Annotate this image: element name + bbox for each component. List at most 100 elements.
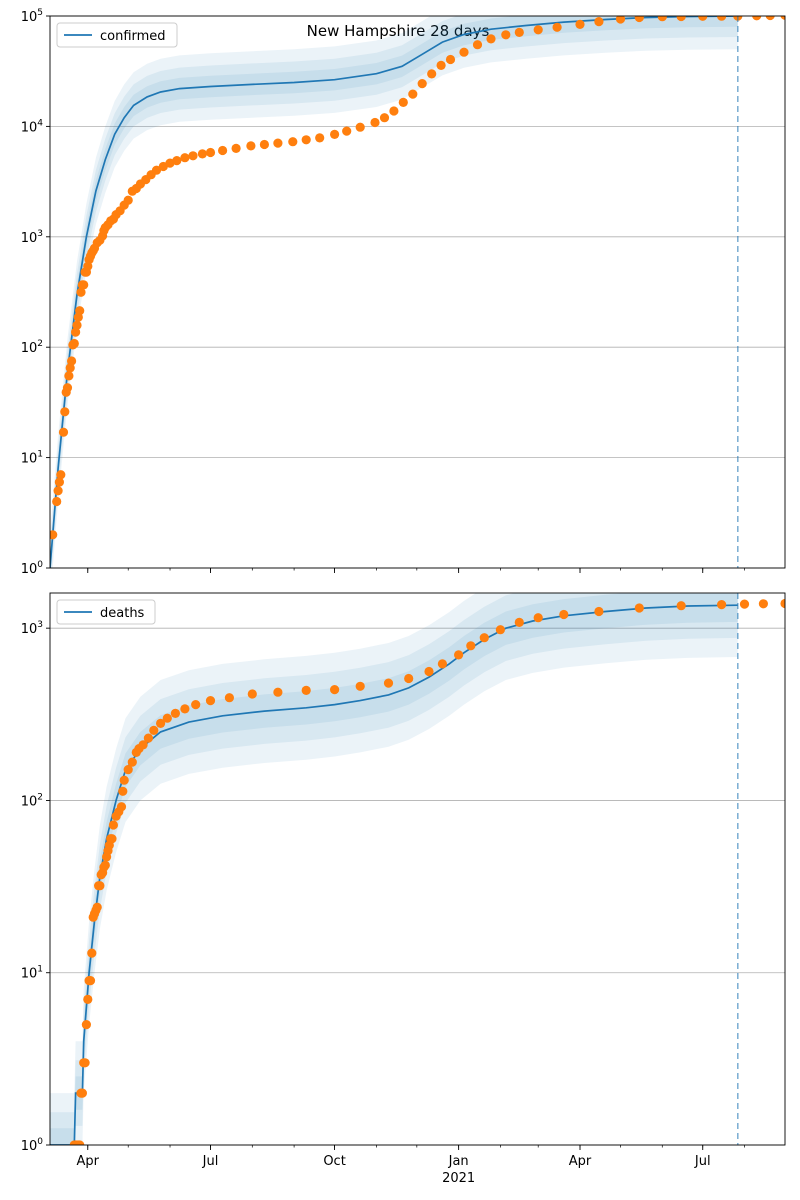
confirmed-model-line <box>50 16 738 568</box>
confirmed-observed-point <box>717 16 727 21</box>
deaths-legend: deaths <box>56 599 156 625</box>
confirmed-observed-point <box>76 287 86 297</box>
deaths-observed-point <box>533 613 543 623</box>
deaths-observed-point <box>156 718 166 729</box>
deaths-observed-point <box>83 994 93 1005</box>
confirmed-ytick-label: 100 <box>21 560 44 577</box>
deaths-xtick-label: Apr <box>569 1154 592 1169</box>
deaths-observed-point <box>454 650 464 660</box>
deaths-observed-point <box>330 685 340 695</box>
deaths-axes-frame <box>49 592 786 1146</box>
deaths-observed-point <box>247 689 257 699</box>
confirmed-observed-point <box>594 17 604 27</box>
deaths-observed-point <box>80 1058 90 1068</box>
confirmed-observed-point <box>780 16 785 20</box>
confirmed-ytick-label: 104 <box>21 118 44 135</box>
confirmed-observed-point <box>501 30 511 40</box>
deaths-ytick-label: 101 <box>21 965 43 982</box>
confirmed-observed-point <box>64 371 74 381</box>
confirmed-observed-point <box>330 129 340 139</box>
confirmed-ytick-label: 102 <box>21 339 43 356</box>
confirmed-observed-point <box>472 40 483 50</box>
deaths-legend-label: deaths <box>100 606 145 621</box>
deaths-band-2 <box>50 593 738 1145</box>
deaths-observed-point <box>514 617 524 628</box>
confirmed-observed-point <box>657 16 667 22</box>
confirmed-axes-frame <box>49 15 786 569</box>
deaths-observed-point <box>116 802 127 812</box>
deaths-observed-point <box>780 598 785 609</box>
confirmed-observed-point <box>765 16 775 21</box>
confirmed-observed-point <box>486 34 496 44</box>
deaths-observed-point <box>100 860 110 870</box>
deaths-observed-point <box>143 733 153 743</box>
confirmed-observed-point <box>56 470 66 480</box>
confirmed-observed-point <box>273 138 283 148</box>
deaths-observed-point <box>107 834 117 844</box>
confirmed-ytick-label: 105 <box>21 8 43 25</box>
deaths-ytick-label: 102 <box>21 792 43 809</box>
confirmed-ytick-label: 101 <box>21 450 43 467</box>
deaths-observed-point <box>170 708 180 719</box>
deaths-band-1 <box>50 593 738 1145</box>
deaths-observed-point <box>676 601 686 611</box>
deaths-observed-point <box>479 633 489 643</box>
deaths-xtick-label: Jul <box>694 1154 711 1169</box>
confirmed-observed-point <box>205 147 216 158</box>
deaths-observed-point <box>224 693 234 703</box>
confirmed-observed-point <box>75 306 85 316</box>
confirmed-observed-point <box>427 69 437 79</box>
confirmed-observed-point <box>65 363 75 373</box>
deaths-chart-panel: 100 101 102 103 Apr Jul Oct Jan Apr Jul 2021 deaths <box>21 592 786 1186</box>
confirmed-observed-point <box>246 141 256 151</box>
confirmed-observed-point <box>533 25 543 35</box>
confirmed-observed-point <box>50 530 58 540</box>
deaths-observed-point <box>108 820 118 830</box>
confirmed-observed-point <box>698 16 708 21</box>
deaths-observed-point <box>87 948 97 958</box>
confirmed-observed-point <box>79 280 89 290</box>
confirmed-observed-point <box>355 122 365 132</box>
confirmed-observed-point <box>62 383 73 393</box>
confirmed-observed-point <box>417 79 427 89</box>
figure-title: New Hampshire 28 days <box>307 22 490 40</box>
deaths-observed-point <box>138 740 148 750</box>
confirmed-observed-point <box>72 320 82 330</box>
confirmed-observed-point <box>389 106 399 116</box>
confirmed-observed-point <box>53 486 63 496</box>
confirmed-observed-point <box>752 16 762 21</box>
confirmed-observed-point <box>52 496 62 507</box>
deaths-observed-point <box>437 659 447 669</box>
deaths-plot-area <box>50 593 785 1145</box>
deaths-observed-point <box>85 976 96 986</box>
deaths-observed-point <box>495 625 505 635</box>
deaths-ytick-label: 100 <box>21 1137 44 1154</box>
deaths-observed-point <box>162 713 172 723</box>
deaths-observed-point <box>466 641 476 651</box>
confirmed-observed-point <box>54 477 64 487</box>
confirmed-observed-point <box>288 137 298 147</box>
confirmed-observed-point <box>676 16 686 22</box>
confirmed-observed-point <box>379 113 390 123</box>
confirmed-observed-point <box>58 427 69 437</box>
confirmed-observed-point <box>575 19 585 29</box>
deaths-observed-point <box>75 1140 85 1145</box>
confirmed-observed-point <box>408 89 418 99</box>
deaths-legend-box <box>56 599 156 625</box>
deaths-observed-point <box>95 881 105 891</box>
deaths-observed-point <box>424 666 434 677</box>
confirmed-observed-point <box>459 47 469 57</box>
deaths-band-0 <box>50 593 738 1145</box>
deaths-xtick-label: Apr <box>77 1154 100 1169</box>
deaths-observed-point <box>739 599 750 609</box>
confirmed-observed-point <box>445 54 456 65</box>
confirmed-ytick-label: 103 <box>21 229 43 246</box>
deaths-ytick-label: 103 <box>21 620 43 637</box>
confirmed-observed-point <box>398 97 408 107</box>
confirmed-observed-point <box>301 135 311 145</box>
confirmed-plot-area <box>50 16 785 568</box>
confirmed-observed-point <box>180 153 190 163</box>
confirmed-observed-point <box>552 22 562 32</box>
confirmed-observed-point <box>342 126 352 136</box>
